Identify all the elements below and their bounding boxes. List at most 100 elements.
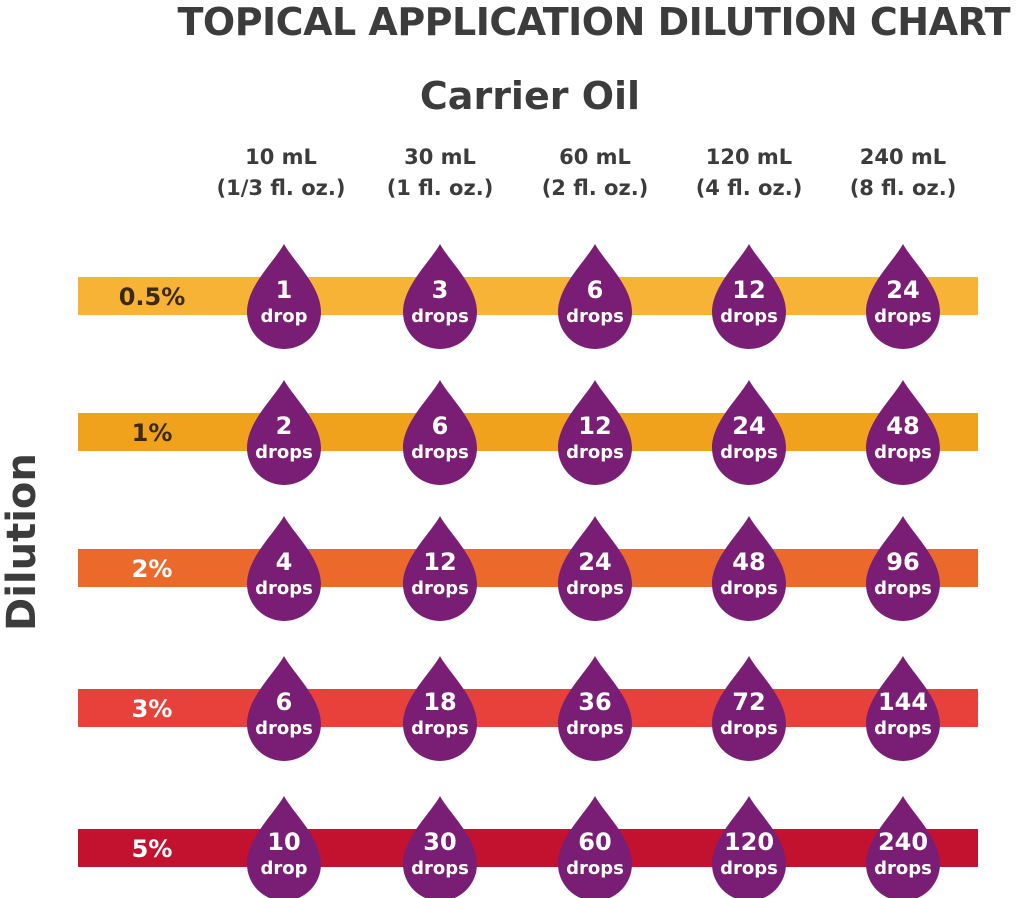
drop-count-value: 96 [886,548,919,576]
drop-count-value: 10 [267,828,300,856]
drop-count-value: 36 [578,688,611,716]
drop-icon [247,796,321,898]
drop-count-unit: drops [874,718,932,739]
drop-count-unit: drops [411,306,469,327]
column-header: 30 mL (1 fl. oz.) [360,142,520,204]
drop-icon [247,516,321,621]
drop-icon [403,796,477,898]
dilution-band [78,413,978,451]
drop-icon [866,380,940,485]
drop-icon [712,380,786,485]
drop-count-unit: drops [720,718,778,739]
drop-count-value: 6 [276,688,293,716]
column-header: 10 mL (1/3 fl. oz.) [201,142,361,204]
drop-count-unit: drops [720,442,778,463]
dilution-band [78,829,978,867]
drop-icon [558,244,632,349]
drop-count-value: 6 [432,412,449,440]
drop-icon [866,656,940,761]
column-volume: 120 mL [705,145,793,169]
drop-count-value: 120 [724,828,774,856]
drop-count-unit: drops [874,578,932,599]
drop-count-value: 12 [732,276,765,304]
drop-count-value: 30 [423,828,456,856]
column-volume: 30 mL [404,145,476,169]
drop-count-unit: drops [255,442,313,463]
drop-icon [403,244,477,349]
drop-count-unit: drops [566,718,624,739]
drop-count-unit: drops [411,578,469,599]
drop-icon [558,656,632,761]
column-volume: 240 mL [859,145,947,169]
dilution-percent-label: 3% [132,695,173,723]
drop-icon [712,656,786,761]
dilution-percent-label: 5% [132,835,173,863]
drop-count-value: 72 [732,688,765,716]
column-ounces: (1 fl. oz.) [386,176,494,200]
drop-icon [403,656,477,761]
drop-count-unit: drops [720,858,778,879]
column-header: 60 mL (2 fl. oz.) [515,142,675,204]
column-header: 120 mL (4 fl. oz.) [669,142,829,204]
column-volume: 10 mL [245,145,317,169]
drop-icon [866,796,940,898]
drop-count-unit: drop [260,306,307,327]
drop-icon [558,516,632,621]
carrier-oil-heading: Carrier Oil [419,74,641,118]
drop-count-value: 2 [276,412,293,440]
drop-count-value: 48 [886,412,919,440]
drop-count-unit: drops [874,306,932,327]
drop-icon [866,244,940,349]
drop-count-unit: drops [411,442,469,463]
drop-icon [558,796,632,898]
drop-count-unit: drops [566,306,624,327]
drop-count-unit: drops [566,858,624,879]
drop-icon [712,516,786,621]
drop-icon [247,244,321,349]
drop-count-value: 1 [276,276,293,304]
dilution-percent-label: 1% [132,419,173,447]
drop-count-value: 60 [578,828,611,856]
drop-icon [712,796,786,898]
drop-count-value: 12 [578,412,611,440]
drop-count-unit: drops [874,442,932,463]
column-ounces: (4 fl. oz.) [695,176,803,200]
dilution-percent-label: 2% [132,555,173,583]
column-header: 240 mL (8 fl. oz.) [823,142,983,204]
dilution-percent-label: 0.5% [119,283,186,311]
column-ounces: (8 fl. oz.) [849,176,957,200]
chart-title: TOPICAL APPLICATION DILUTION CHART [177,0,1010,44]
dilution-band [78,277,978,315]
drop-icon [558,380,632,485]
drop-count-unit: drops [566,578,624,599]
drop-count-unit: drops [566,442,624,463]
drop-count-unit: drops [411,718,469,739]
column-volume: 60 mL [559,145,631,169]
dilution-band [78,549,978,587]
column-ounces: (2 fl. oz.) [541,176,649,200]
drop-count-unit: drops [720,306,778,327]
